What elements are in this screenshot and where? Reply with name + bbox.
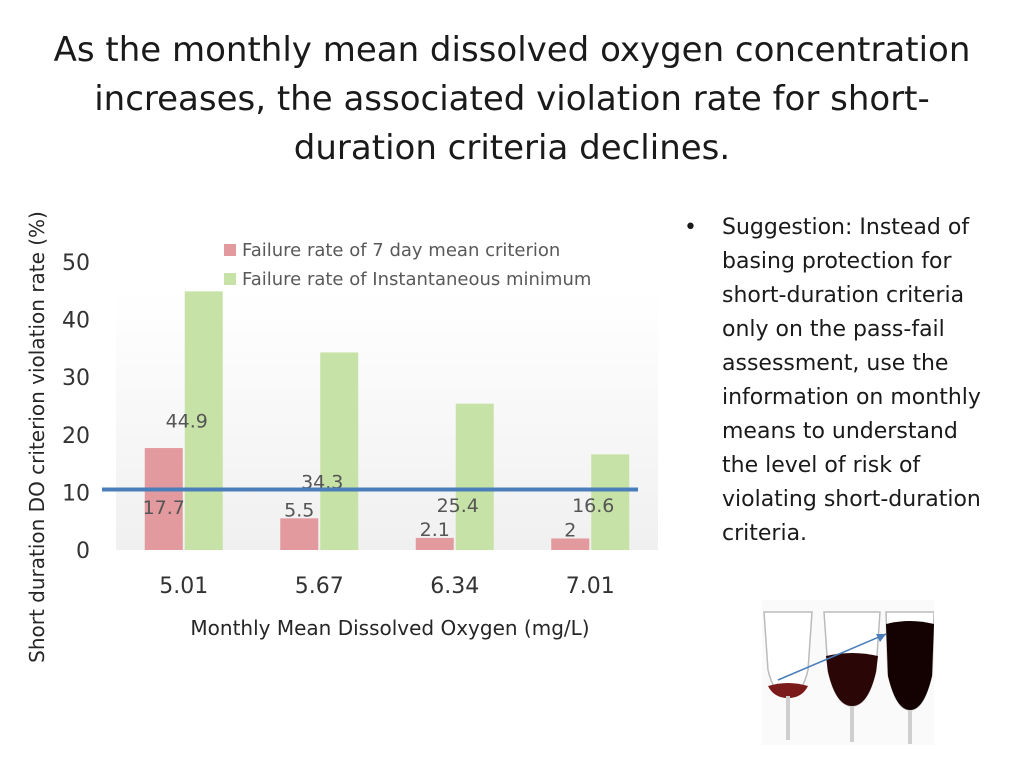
y-tick-label: 30 [62, 366, 90, 391]
wine-glasses-picture [762, 600, 934, 745]
y-tick-label: 0 [76, 539, 90, 564]
data-label: 25.4 [437, 495, 479, 517]
bar-series-1 [144, 448, 183, 550]
bar-series-1 [551, 538, 590, 550]
bar-series-1 [280, 518, 319, 550]
bullet-text: Suggestion: Instead of basing protection… [722, 215, 981, 546]
data-label: 17.7 [143, 497, 185, 519]
bar-series-2 [455, 403, 494, 550]
data-label: 44.9 [166, 410, 208, 432]
bullet-marker: • [684, 215, 697, 240]
bar-series-2 [320, 352, 359, 550]
legend-swatch [224, 244, 236, 256]
legend-label: Failure rate of Instantaneous minimum [242, 269, 591, 290]
y-tick-label: 50 [62, 251, 90, 276]
bar-series-2 [591, 454, 630, 550]
data-label: 2.1 [420, 519, 450, 541]
legend-swatch [224, 273, 236, 285]
y-tick-label: 20 [62, 424, 90, 449]
x-tick-label: 5.67 [295, 574, 344, 599]
bar-series-1 [415, 537, 454, 550]
x-axis-label: Monthly Mean Dissolved Oxygen (mg/L) [190, 616, 589, 640]
x-tick-label: 6.34 [430, 574, 479, 599]
slide-title: As the monthly mean dissolved oxygen con… [53, 30, 971, 168]
data-label: 16.6 [572, 495, 614, 517]
x-tick-label: 5.01 [159, 574, 208, 599]
bar-series-2 [184, 291, 223, 550]
y-tick-label: 40 [62, 309, 90, 334]
data-label: 2 [564, 519, 576, 541]
data-label: 5.5 [284, 499, 314, 521]
legend-label: Failure rate of 7 day mean criterion [242, 240, 560, 261]
y-axis-label: Short duration DO criterion violation ra… [25, 211, 49, 663]
y-tick-label: 10 [62, 481, 90, 506]
x-tick-label: 7.01 [566, 574, 615, 599]
